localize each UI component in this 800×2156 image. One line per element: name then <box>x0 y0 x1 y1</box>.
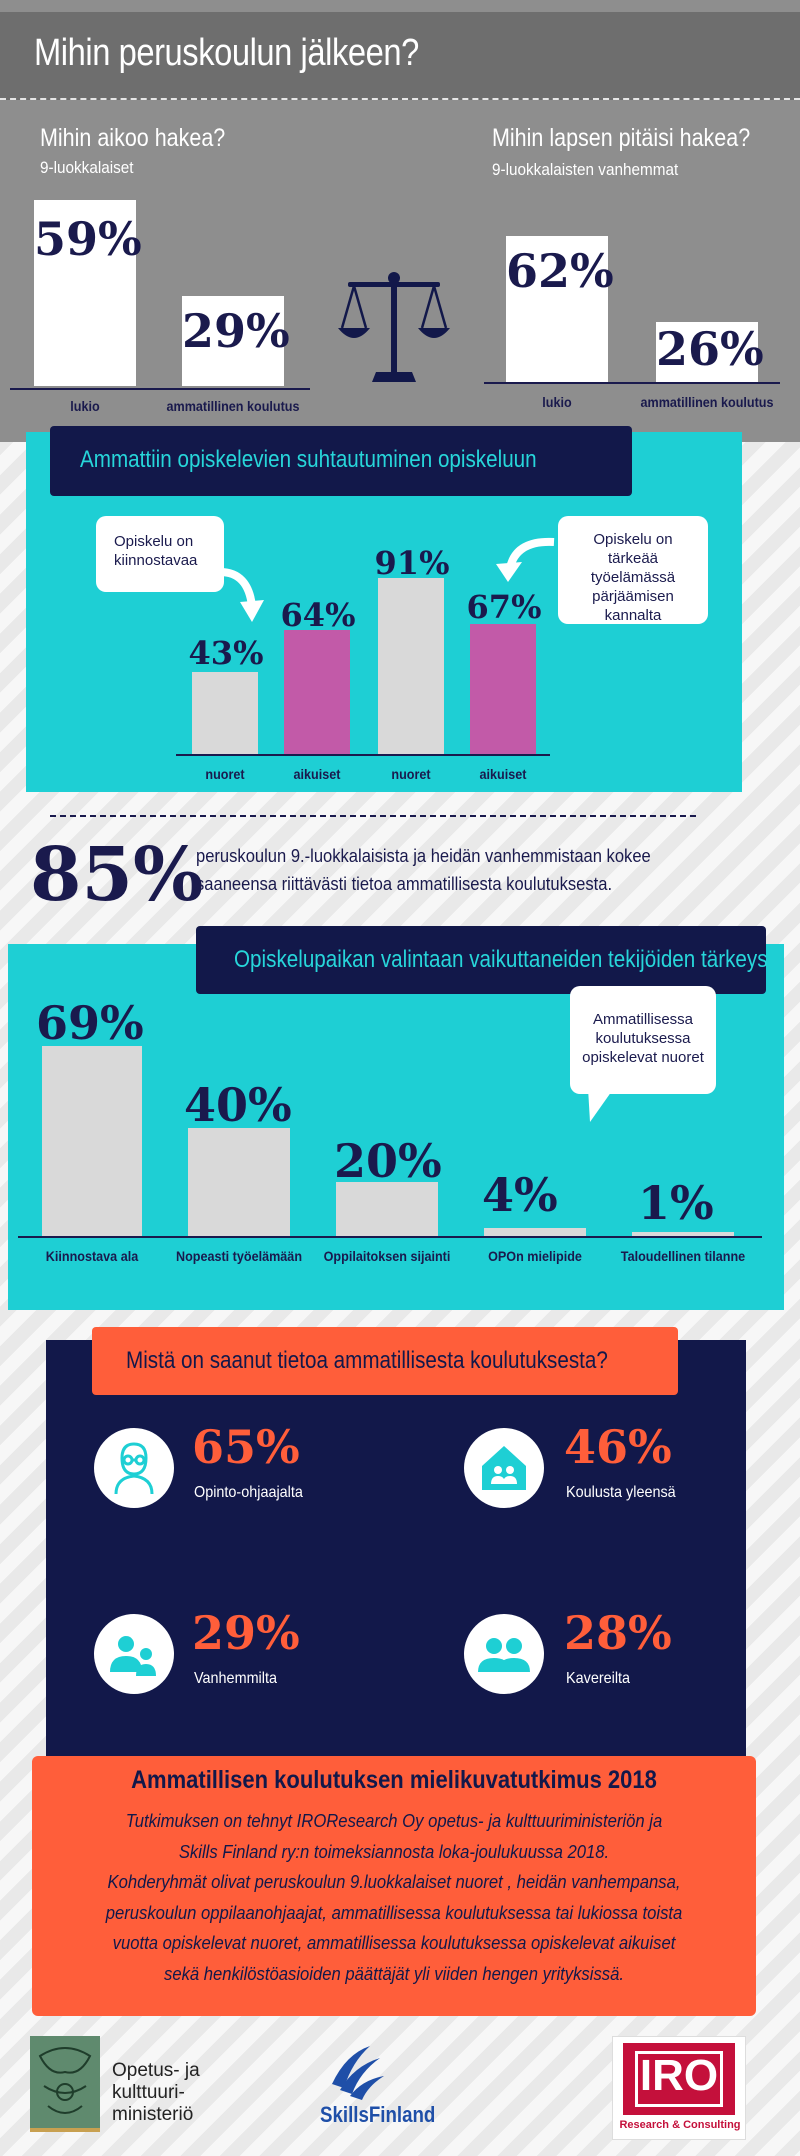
axis-line <box>176 754 550 756</box>
attitude-title: Ammattiin opiskelevien suhtautuminen opi… <box>80 446 537 473</box>
study-section <box>32 1756 756 2016</box>
students-subtitle: 9-luokkalaiset <box>40 158 134 177</box>
parents-icon <box>94 1614 174 1694</box>
category-label: nuoret <box>391 766 431 782</box>
category-label: ammatillinen koulutus <box>640 394 774 410</box>
scale-icon <box>336 268 452 388</box>
students-title: Mihin aikoo hakea? <box>40 124 226 152</box>
study-line: peruskoulun oppilaanohjaajat, ammatillis… <box>105 1901 683 1923</box>
source-label: Vanhemmilta <box>194 1670 277 1687</box>
stat-85-text: peruskoulun 9.-luokkalaisista ja heidän … <box>196 846 651 894</box>
bar-label: 1% <box>638 1176 714 1230</box>
okm-line: Opetus- ja <box>112 2060 200 2081</box>
bar-label: 43% <box>188 634 264 672</box>
bar-label: 62% <box>506 244 614 298</box>
axis-line <box>484 382 780 384</box>
arrow-down-right-icon <box>218 566 268 626</box>
factors-title: Opiskelupaikan valintaan vaikuttaneiden … <box>234 946 768 973</box>
factors-title-box: Opiskelupaikan valintaan vaikuttaneiden … <box>196 926 768 994</box>
bar-parents-lukio <box>506 236 608 382</box>
sources-title-box: Mistä on saanut tietoa ammatillisesta ko… <box>92 1327 678 1395</box>
category-label: ammatillinen koulutus <box>166 398 300 414</box>
study-line: vuotta opiskelevat nuoret, ammatillisess… <box>112 1932 676 1953</box>
axis-line <box>18 1236 762 1238</box>
bar-factor-4 <box>484 1228 586 1236</box>
bar-attitude-nuoret-2 <box>378 578 444 754</box>
bar-students-lukio <box>34 200 136 386</box>
category-label: lukio <box>70 398 100 414</box>
bar-factor-1 <box>42 1046 142 1236</box>
study-title: Ammatillisen koulutuksen mielikuvatutkim… <box>131 1766 657 1794</box>
study-line: Tutkimuksen on tehnyt IROResearch Oy ope… <box>125 1810 663 1831</box>
school-icon <box>464 1428 544 1508</box>
parents-title: Mihin lapsen pitäisi hakea? <box>492 124 751 152</box>
source-value: 46% <box>564 1420 672 1474</box>
source-value: 28% <box>564 1606 672 1660</box>
source-label: Koulusta yleensä <box>566 1484 676 1501</box>
category-label: nuoret <box>205 766 245 782</box>
parents-subtitle: 9-luokkalaisten vanhemmat <box>492 160 679 179</box>
bar-label: 4% <box>482 1168 558 1222</box>
bar-label: 64% <box>280 596 356 634</box>
title-band <box>0 12 800 100</box>
okm-line: ministeriö <box>112 2104 194 2125</box>
sources-section <box>46 1340 746 1760</box>
bar-label: 69% <box>36 996 144 1050</box>
bar-label: 29% <box>182 304 290 358</box>
advisor-icon <box>94 1428 174 1508</box>
speech-bubble-left: Opiskelu on kiinnostavaa <box>96 516 224 592</box>
category-label: OPOn mielipide <box>488 1248 582 1264</box>
study-description: Tutkimuksen on tehnyt IROResearch Oy ope… <box>95 1806 693 1989</box>
speech-bubble-right: Opiskelu on tärkeää työelämässä pärjäämi… <box>558 516 708 624</box>
iro-logo-box: IRO <box>623 2043 735 2115</box>
category-label: aikuiset <box>479 766 527 782</box>
attitude-title-box: Ammattiin opiskelevien suhtautuminen opi… <box>50 426 632 496</box>
category-label: aikuiset <box>293 766 341 782</box>
okm-logo-text: Opetus- ja kulttuuri- ministeriö <box>112 2060 200 2126</box>
category-label: Kiinnostava ala <box>45 1248 139 1264</box>
study-line: Skills Finland ry:n toimeksiannosta loka… <box>178 1840 610 1862</box>
bar-label: 20% <box>334 1134 442 1188</box>
iro-logo-text: IRO <box>639 2051 719 2100</box>
bubble-tail <box>584 1088 624 1124</box>
skills-finland-logo-icon <box>326 2044 386 2100</box>
bar-label: 91% <box>374 544 450 582</box>
okm-line: kulttuuri- <box>112 2082 185 2103</box>
category-label: Taloudellinen tilanne <box>620 1248 746 1264</box>
bar-attitude-aikuiset-1 <box>284 630 350 754</box>
source-label: Kavereilta <box>566 1670 631 1687</box>
arrow-down-left-icon <box>486 534 556 584</box>
bar-factor-2 <box>188 1128 290 1236</box>
axis-line <box>10 388 310 390</box>
bar-attitude-aikuiset-2 <box>470 624 536 754</box>
category-label: Oppilaitoksen sijainti <box>323 1248 451 1264</box>
bar-students-ammatillinen <box>182 296 284 386</box>
page-title: Mihin peruskoulun jälkeen? <box>34 32 419 74</box>
sources-title: Mistä on saanut tietoa ammatillisesta ko… <box>126 1347 608 1374</box>
bar-label: 40% <box>184 1078 292 1132</box>
skills-finland-logo: SkillsFinland <box>320 2102 436 2127</box>
category-label: Nopeasti työelämään <box>175 1248 303 1264</box>
bar-factor-3 <box>336 1182 438 1236</box>
study-line: Kohderyhmät olivat peruskoulun 9.luokkal… <box>107 1871 681 1892</box>
source-label: Opinto-ohjaajalta <box>194 1484 303 1501</box>
iro-logo: IRO Research & Consulting <box>612 2036 746 2140</box>
bar-label: 26% <box>656 322 764 376</box>
bar-factor-5 <box>632 1232 734 1236</box>
bar-parents-ammatillinen <box>656 322 758 382</box>
friends-icon <box>464 1614 544 1694</box>
source-value: 29% <box>192 1606 300 1660</box>
source-value: 65% <box>192 1420 300 1474</box>
bar-attitude-nuoret-1 <box>192 672 258 754</box>
speech-bubble-factors: Ammatillisessa koulutuksessa opiskelevat… <box>570 986 716 1094</box>
study-line: sekä henkilöstöasioiden päättäjät yli vi… <box>163 1962 624 1984</box>
bar-label: 67% <box>466 588 542 626</box>
stat-85-value: 85% <box>30 832 204 918</box>
category-label: lukio <box>542 394 572 410</box>
iro-logo-subtext: Research & Consulting <box>619 2119 741 2131</box>
divider <box>50 815 696 817</box>
bar-label: 59% <box>34 212 142 266</box>
okm-emblem-icon <box>30 2036 100 2132</box>
